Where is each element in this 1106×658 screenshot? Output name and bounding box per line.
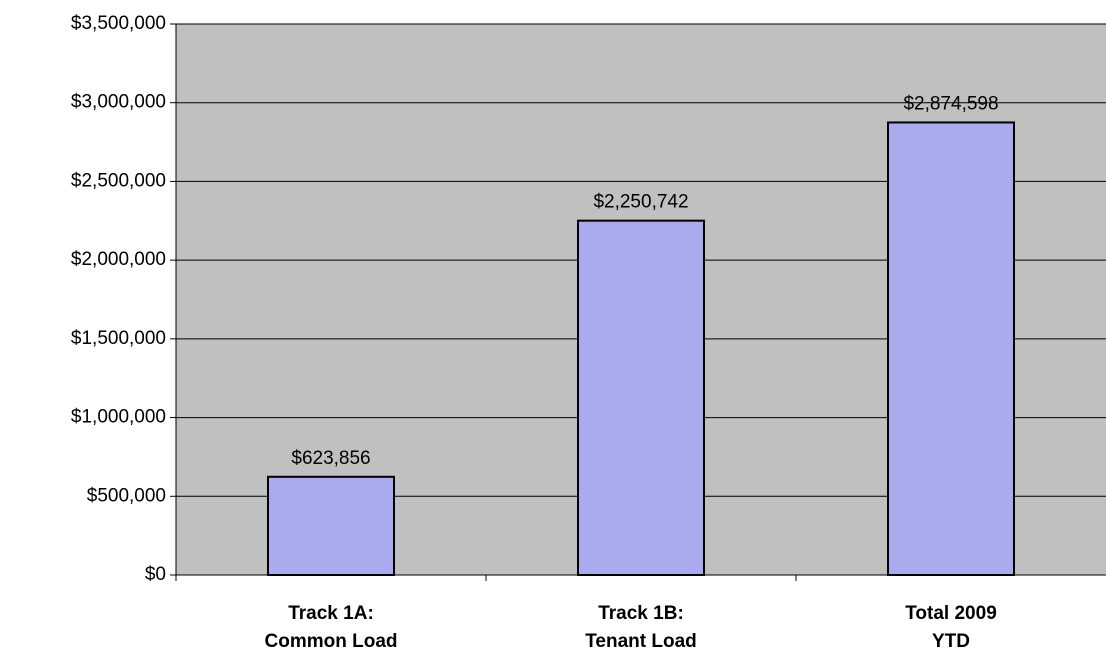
y-tick-label: $2,000,000 xyxy=(71,249,166,270)
y-tick-label: $3,000,000 xyxy=(71,92,166,113)
data-label: $2,250,742 xyxy=(593,192,688,213)
x-tick-label: Track 1B: Tenant Load xyxy=(585,603,697,652)
y-tick-label: $1,500,000 xyxy=(71,328,166,349)
bar xyxy=(267,475,395,576)
bar xyxy=(577,219,705,576)
x-tick-label: Total 2009 YTD xyxy=(905,603,997,652)
y-tick-label: $3,500,000 xyxy=(71,13,166,34)
y-tick-label: $0 xyxy=(145,564,166,585)
y-tick-label: $2,500,000 xyxy=(71,170,166,191)
y-tick-label: $500,000 xyxy=(87,485,166,506)
y-tick-label: $1,000,000 xyxy=(71,407,166,428)
bar xyxy=(887,121,1015,576)
x-tick-label: Track 1A: Common Load xyxy=(265,603,398,652)
data-label: $2,874,598 xyxy=(903,93,998,114)
data-label: $623,856 xyxy=(291,448,370,469)
